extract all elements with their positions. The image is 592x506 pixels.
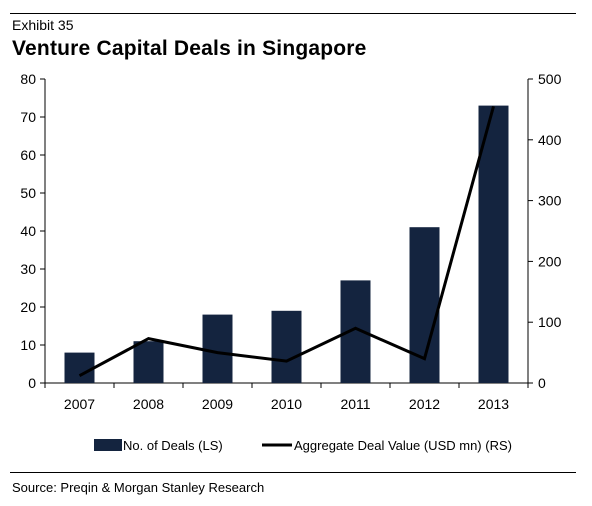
bar bbox=[478, 105, 509, 383]
x-tick-label: 2010 bbox=[271, 396, 302, 412]
y-left-tick-label: 10 bbox=[20, 337, 36, 353]
legend-label-bar: No. of Deals (LS) bbox=[123, 438, 223, 453]
legend-swatch-bar bbox=[94, 439, 122, 451]
y-left-tick-label: 40 bbox=[20, 223, 36, 239]
y-right-tick-label: 0 bbox=[538, 375, 546, 391]
chart-title: Venture Capital Deals in Singapore bbox=[12, 37, 367, 60]
bar bbox=[202, 314, 233, 383]
exhibit-label: Exhibit 35 bbox=[12, 17, 74, 33]
y-left-tick-label: 70 bbox=[20, 109, 36, 125]
y-left-tick-label: 30 bbox=[20, 261, 36, 277]
bars-series bbox=[64, 105, 509, 383]
y-left-tick-label: 20 bbox=[20, 299, 36, 315]
bar bbox=[271, 310, 302, 383]
source-note: Source: Preqin & Morgan Stanley Research bbox=[12, 480, 265, 495]
y-right-tick-label: 500 bbox=[538, 71, 562, 87]
y-right-tick-label: 100 bbox=[538, 314, 562, 330]
bar bbox=[64, 352, 95, 383]
x-tick-label: 2012 bbox=[409, 396, 440, 412]
x-tick-label: 2008 bbox=[133, 396, 164, 412]
axes: 0 10 20 30 40 50 60 70 80 0 100 200 300 400 500 2007 200… bbox=[20, 71, 561, 412]
legend-label-line: Aggregate Deal Value (USD mn) (RS) bbox=[294, 438, 512, 453]
bar bbox=[133, 341, 164, 383]
legend: No. of Deals (LS) Aggregate Deal Value (U… bbox=[94, 438, 512, 453]
y-right-tick-label: 300 bbox=[538, 193, 562, 209]
y-right-tick-label: 200 bbox=[538, 253, 562, 269]
top-rule bbox=[10, 13, 576, 14]
y-right-tick-label: 400 bbox=[538, 132, 562, 148]
x-tick-label: 2009 bbox=[202, 396, 233, 412]
line-series bbox=[78, 105, 495, 378]
bottom-rule bbox=[10, 472, 576, 473]
y-left-tick-label: 50 bbox=[20, 185, 36, 201]
chart: 0 10 20 30 40 50 60 70 80 0 100 200 300 400 500 2007 200… bbox=[20, 71, 561, 453]
y-left-tick-label: 0 bbox=[28, 375, 36, 391]
x-tick-label: 2007 bbox=[64, 396, 95, 412]
y-left-tick-label: 60 bbox=[20, 147, 36, 163]
x-tick-label: 2013 bbox=[478, 396, 509, 412]
y-left-tick-label: 80 bbox=[20, 71, 36, 87]
x-tick-label: 2011 bbox=[340, 396, 370, 412]
